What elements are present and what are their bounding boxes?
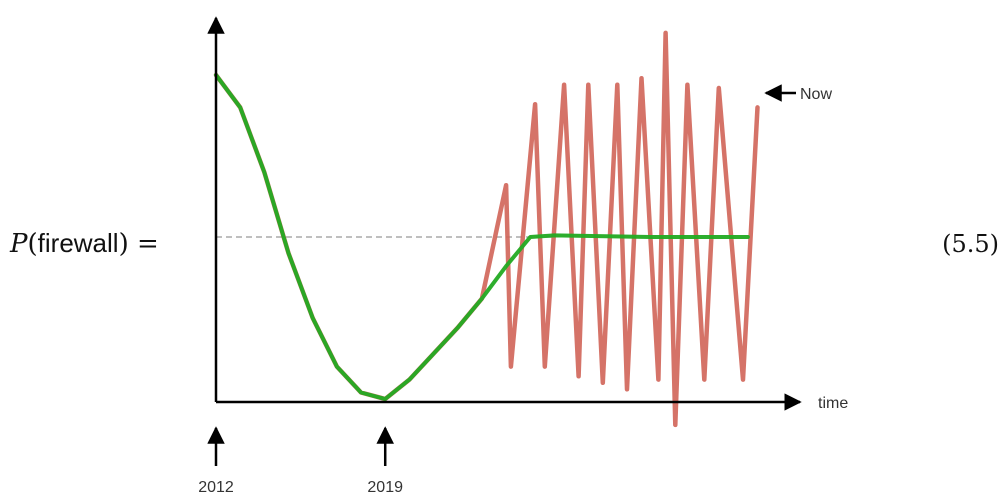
plot-area <box>216 33 758 425</box>
x-marker-label-1: 2019 <box>367 479 403 496</box>
now-annotation: Now <box>766 86 832 103</box>
x-marker-label-0: 2012 <box>198 479 234 496</box>
now-label: Now <box>800 86 832 103</box>
x-markers: 2012 2019 <box>198 428 403 496</box>
series-line-1 <box>216 33 758 425</box>
x-axis-label: time <box>818 395 848 412</box>
